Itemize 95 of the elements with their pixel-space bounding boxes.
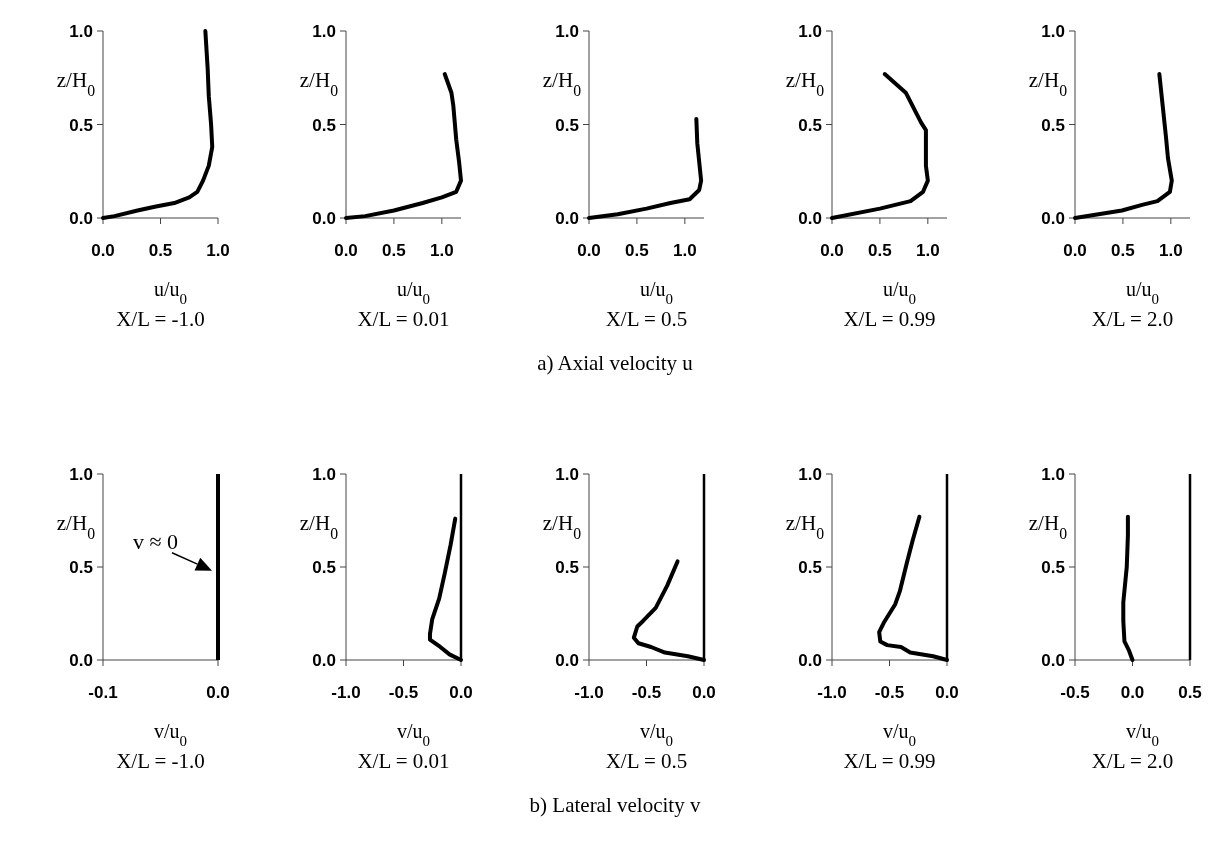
y-tick-label: 1.0 [69, 465, 93, 484]
y-tick-label: 0.0 [798, 651, 822, 670]
y-tick-label: 0.0 [1041, 651, 1065, 670]
y-tick-label: 0.5 [798, 558, 822, 577]
x-axis-title: v/u$_{0}$ [1125, 720, 1160, 749]
y-tick-label: 0.0 [312, 651, 336, 670]
x-tick-label: -1.0 [817, 683, 847, 702]
x-axis-title: u/u$_{0}$ [639, 278, 674, 307]
x-tick-label: 0.0 [91, 241, 115, 260]
y-tick-label: 0.5 [312, 115, 336, 135]
x-tick-label: 0.0 [820, 241, 844, 260]
x-tick-label: 1.0 [206, 241, 230, 260]
y-tick-label: 0.0 [555, 651, 579, 670]
y-axis-title: z/H$_{0}$ [542, 68, 582, 99]
x-axis-title: v/u$_{0}$ [396, 720, 431, 749]
y-axis-title: z/H$_{0}$ [785, 510, 825, 542]
x-axis-title: u/u$_{0}$ [396, 278, 431, 307]
y-tick-label: 1.0 [555, 465, 579, 484]
x-axis-title: u/u$_{0}$ [1125, 278, 1160, 307]
x-tick-label: 0.5 [625, 241, 649, 260]
line-series [1121, 514, 1135, 662]
y-tick-label: 1.0 [798, 465, 822, 484]
x-axis-title: u/u$_{0}$ [882, 278, 917, 307]
y-tick-label: 0.5 [798, 115, 822, 135]
y-tick-label: 1.0 [69, 22, 93, 41]
x-tick-label: 0.0 [449, 683, 473, 702]
text: X/L = 0.5 [605, 307, 688, 331]
line-series [1073, 72, 1174, 220]
x-tick-label: -1.0 [574, 683, 604, 702]
y-axis-title: z/H$_{0}$ [542, 510, 582, 542]
y-tick-label: 0.0 [69, 651, 93, 670]
y-tick-label: 0.5 [69, 115, 93, 135]
y-axis-title: z/H$_{0}$ [1028, 68, 1068, 99]
x-tick-label: -0.1 [88, 683, 118, 702]
text: X/L = 0.99 [843, 749, 936, 773]
text: X/L = 0.5 [605, 749, 688, 773]
line-series [830, 72, 930, 220]
text: X/L = 0.01 [357, 307, 450, 331]
x-tick-label: 1.0 [916, 241, 940, 260]
x-tick-label: -0.5 [1060, 683, 1090, 702]
y-tick-label: 0.5 [312, 558, 336, 577]
y-axis-title: z/H$_{0}$ [1028, 510, 1068, 542]
y-tick-label: 0.0 [1041, 209, 1065, 228]
x-tick-label: 0.0 [1120, 683, 1145, 702]
x-tick-label: -0.5 [388, 683, 419, 702]
x-tick-label: 1.0 [430, 241, 454, 260]
y-tick-label: 0.5 [1041, 558, 1065, 577]
x-tick-label: 0.5 [148, 241, 173, 260]
x-tick-label: 0.0 [334, 241, 358, 260]
y-axis-title: z/H$_{0}$ [56, 510, 96, 542]
text: b) Lateral velocity v [529, 793, 701, 817]
y-tick-label: 1.0 [312, 22, 336, 41]
y-axis-title: z/H$_{0}$ [785, 68, 825, 99]
x-tick-label: 0.5 [868, 241, 892, 260]
y-tick-label: 0.0 [555, 209, 579, 228]
x-tick-label: 0.0 [692, 683, 716, 702]
y-tick-label: 0.5 [69, 558, 93, 577]
x-tick-label: 0.0 [206, 683, 230, 702]
y-tick-label: 0.5 [555, 558, 579, 577]
ref-line-label: v ≈ 0 [132, 528, 178, 554]
x-axis-title: u/u$_{0}$ [153, 278, 188, 307]
y-tick-label: 0.0 [69, 209, 93, 228]
y-axis-title: z/H$_{0}$ [299, 68, 339, 99]
y-tick-label: 1.0 [555, 22, 579, 41]
x-tick-label: 1.0 [1159, 241, 1183, 260]
text: X/L = -1.0 [116, 749, 205, 773]
x-tick-label: 0.0 [577, 241, 601, 260]
text: a) Axial velocity u [537, 351, 694, 375]
x-tick-label: 0.0 [1063, 241, 1087, 260]
x-tick-label: 0.5 [1111, 241, 1135, 260]
y-tick-label: 0.5 [555, 115, 579, 135]
text: X/L = 2.0 [1091, 307, 1174, 331]
x-tick-label: -0.5 [874, 683, 905, 702]
text: X/L = -1.0 [116, 307, 205, 331]
y-tick-label: 1.0 [798, 22, 822, 41]
y-tick-label: 0.0 [798, 209, 822, 228]
text: X/L = 0.99 [843, 307, 936, 331]
y-axis-title: z/H$_{0}$ [299, 510, 339, 542]
y-tick-label: 0.0 [312, 209, 336, 228]
x-tick-label: 0.5 [1178, 683, 1202, 702]
x-tick-label: -0.5 [631, 683, 662, 702]
y-tick-label: 1.0 [1041, 22, 1065, 41]
y-axis-title: z/H$_{0}$ [56, 68, 96, 99]
x-axis-title: v/u$_{0}$ [639, 720, 674, 749]
y-tick-label: 0.5 [1041, 115, 1065, 135]
x-tick-label: 0.0 [935, 683, 959, 702]
x-tick-label: 1.0 [673, 241, 697, 260]
y-tick-label: 1.0 [312, 465, 336, 484]
x-tick-label: 0.5 [382, 241, 406, 260]
x-axis-title: v/u$_{0}$ [882, 720, 917, 749]
text: X/L = 0.01 [357, 749, 450, 773]
x-tick-label: -1.0 [331, 683, 361, 702]
x-axis-title: v/u$_{0}$ [153, 720, 188, 749]
y-tick-label: 1.0 [1041, 465, 1065, 484]
text: X/L = 2.0 [1091, 749, 1174, 773]
